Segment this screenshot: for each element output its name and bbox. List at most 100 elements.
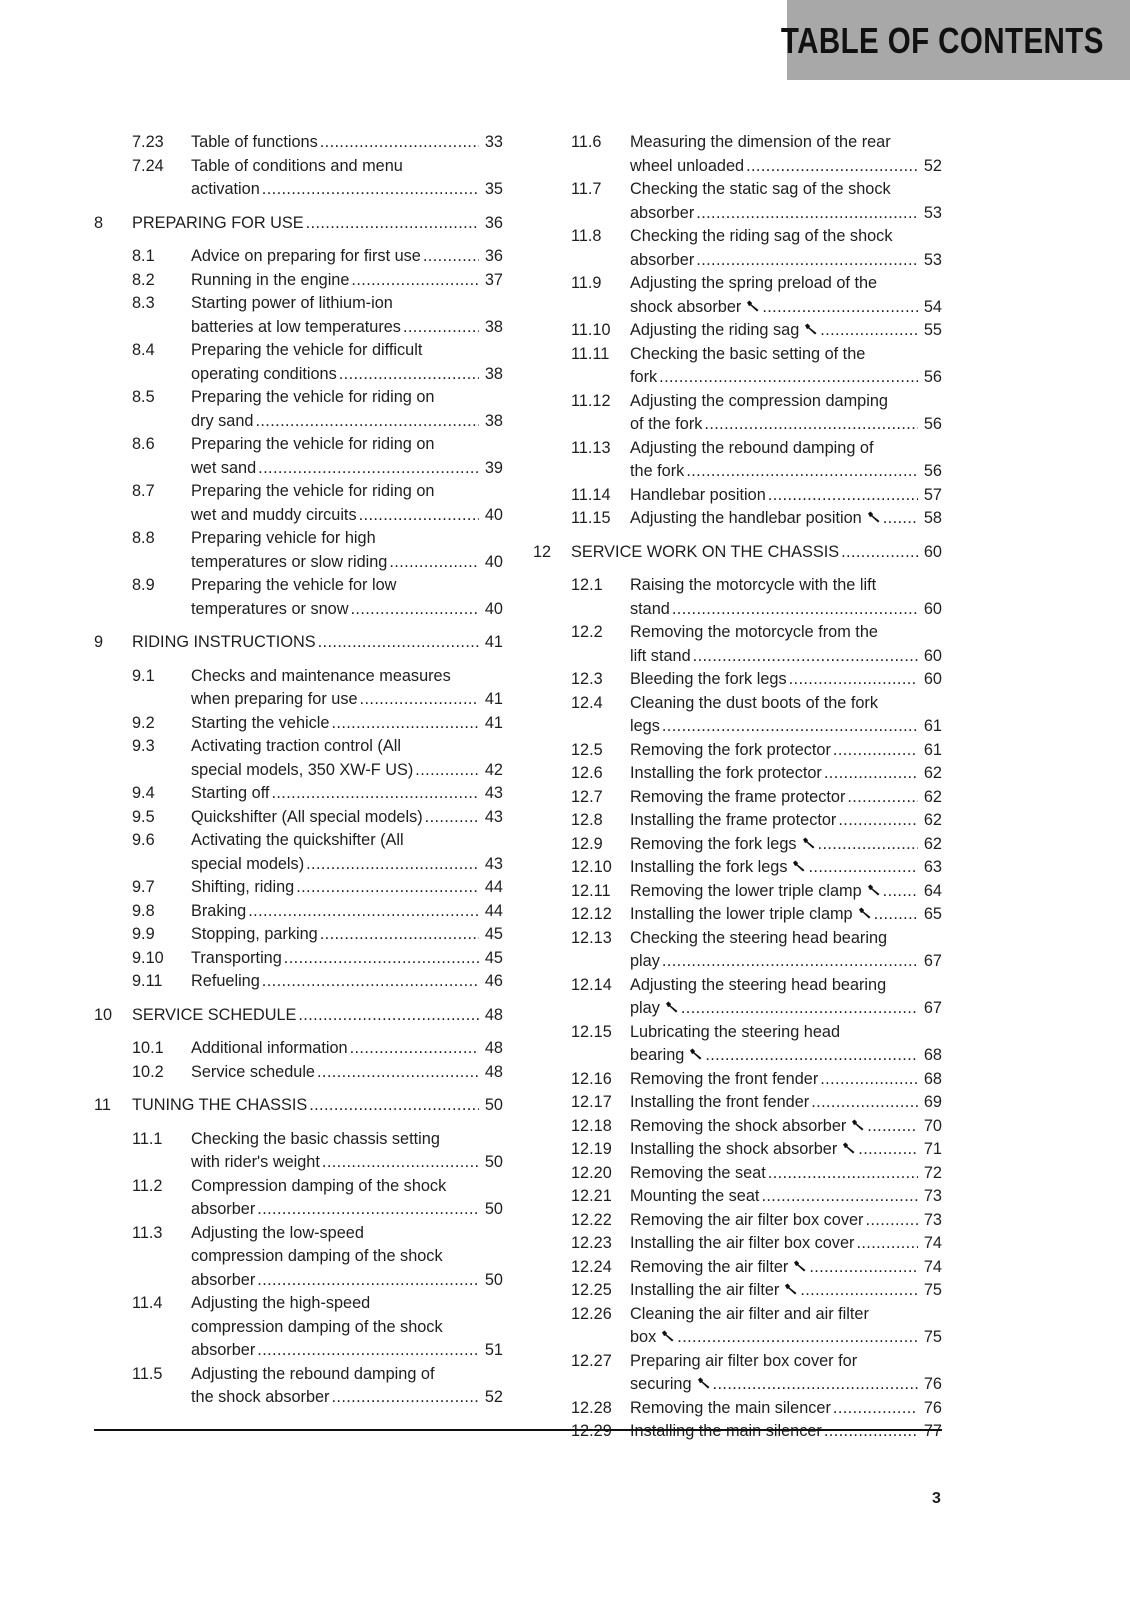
toc-entry[interactable]: 11.11 Checking the basic setting of the fo…	[533, 343, 942, 390]
toc-entry[interactable]: 8.9 Preparing the vehicle for low temperat…	[94, 574, 503, 621]
toc-entry[interactable]: 12.25 Installing the air filter 75	[533, 1279, 942, 1303]
toc-entry[interactable]: 11.9 Adjusting the spring preload of the s…	[533, 272, 942, 319]
section-number: 12.22	[571, 1210, 612, 1229]
section-number: 11.8	[571, 227, 602, 245]
toc-entry[interactable]: 11.7 Checking the static sag of the shock…	[533, 178, 942, 225]
section-number: 8	[94, 213, 104, 232]
entry-title-line: play	[630, 999, 660, 1017]
toc-entry[interactable]: 10.2 Service schedule 48	[94, 1061, 503, 1085]
toc-entry[interactable]: 12.13 Checking the steering head bearing p…	[533, 927, 942, 974]
toc-entry[interactable]: 12.8 Installing the frame protector 62	[533, 809, 942, 833]
toc-entry[interactable]: 8.7 Preparing the vehicle for riding on we…	[94, 480, 503, 527]
toc-entry[interactable]: 12.29 Installing the main silencer 77	[533, 1420, 942, 1444]
toc-entry[interactable]: 12.24 Removing the air filter 74	[533, 1256, 942, 1280]
toc-entry[interactable]: 9.10 Transporting 45	[94, 947, 503, 971]
toc-entry[interactable]: 11.2 Compression damping of the shock abso…	[94, 1175, 503, 1222]
toc-entry[interactable]: 12.26 Cleaning the air filter and air fil…	[533, 1303, 942, 1350]
toc-entry[interactable]: 12.20 Removing the seat 72	[533, 1162, 942, 1186]
toc-entry[interactable]: 12.14 Adjusting the steering head bearing…	[533, 974, 942, 1021]
entry-title-line: Preparing air filter box cover for	[630, 1351, 858, 1370]
toc-entry[interactable]: 11.6 Measuring the dimension of the rear w…	[533, 131, 942, 178]
entry-title-line: Removing the fork protector	[630, 740, 831, 759]
toc-entry[interactable]: 12.22 Removing the air filter box cover 73	[533, 1209, 942, 1233]
toc-entry[interactable]: 12.12 Installing the lower triple clamp 65	[533, 903, 942, 927]
page-ref: 67	[923, 952, 942, 970]
toc-entry[interactable]: 12.28 Removing the main silencer 76	[533, 1397, 942, 1421]
page-number: 3	[932, 1490, 941, 1507]
toc-entry[interactable]: 12.1 Raising the motorcycle with the lift…	[533, 574, 942, 621]
toc-entry[interactable]: 12.27 Preparing air filter box cover for s…	[533, 1350, 942, 1397]
toc-entry[interactable]: 11.3 Adjusting the low-speed compression d…	[94, 1222, 503, 1293]
toc-entry[interactable]: 9.4 Starting off 43	[94, 782, 503, 806]
toc-chapter[interactable]: 11 TUNING THE CHASSIS 50	[94, 1094, 503, 1118]
toc-chapter[interactable]: 12 SERVICE WORK ON THE CHASSIS 60	[533, 541, 942, 565]
toc-entry[interactable]: 11.14 Handlebar position 57	[533, 484, 942, 508]
toc-entry[interactable]: 11.15 Adjusting the handlebar position 58	[533, 507, 942, 531]
entry-title-line: Installing the air filter box cover	[630, 1234, 855, 1252]
toc-entry[interactable]: 12.15 Lubricating the steering head bearin…	[533, 1021, 942, 1068]
toc-entry[interactable]: 8.5 Preparing the vehicle for riding on dr…	[94, 386, 503, 433]
dot-leader	[856, 1232, 918, 1256]
toc-entry[interactable]: 10.1 Additional information 48	[94, 1037, 503, 1061]
toc-entry[interactable]: 9.11 Refueling 46	[94, 970, 503, 994]
toc-entry[interactable]: 7.24 Table of conditions and menu activati…	[94, 155, 503, 202]
section-number: 12.1	[571, 576, 603, 594]
page-ref: 54	[923, 297, 942, 316]
toc-entry[interactable]: 9.2 Starting the vehicle 41	[94, 712, 503, 736]
toc-entry[interactable]: 12.3 Bleeding the fork legs 60	[533, 668, 942, 692]
toc-entry[interactable]: 12.11 Removing the lower triple clamp 64	[533, 880, 942, 904]
toc-entry[interactable]: 12.21 Mounting the seat 73	[533, 1185, 942, 1209]
toc-entry[interactable]: 11.12 Adjusting the compression damping of…	[533, 390, 942, 437]
toc-entry[interactable]: 9.1 Checks and maintenance measures when p…	[94, 665, 503, 712]
toc-entry[interactable]: 9.5 Quickshifter (All special models) 43	[94, 806, 503, 830]
toc-entry[interactable]: 9.7 Shifting, riding 44	[94, 876, 503, 900]
toc-entry[interactable]: 8.8 Preparing vehicle for high temperature…	[94, 527, 503, 574]
entry-title-line: operating conditions	[191, 364, 337, 383]
toc-entry[interactable]: 12.16 Removing the front fender 68	[533, 1068, 942, 1092]
page-ref: 46	[484, 972, 503, 990]
toc-entry[interactable]: 12.18 Removing the shock absorber 70	[533, 1115, 942, 1139]
toc-entry[interactable]: 11.4 Adjusting the high-speed compression …	[94, 1292, 503, 1363]
toc-entry[interactable]: 11.1 Checking the basic chassis setting wi…	[94, 1128, 503, 1175]
section-number: 11.4	[132, 1294, 163, 1312]
page-ref: 51	[484, 1341, 503, 1359]
toc-entry[interactable]: 9.8 Braking 44	[94, 900, 503, 924]
toc-entry[interactable]: 12.23 Installing the air filter box cover…	[533, 1232, 942, 1256]
toc-chapter[interactable]: 8 PREPARING FOR USE 36	[94, 212, 503, 236]
dot-leader	[762, 296, 918, 320]
section-number: 9.2	[132, 713, 155, 732]
toc-entry[interactable]: 9.9 Stopping, parking 45	[94, 923, 503, 947]
toc-entry[interactable]: 12.10 Installing the fork legs 63	[533, 856, 942, 880]
dot-leader	[686, 460, 918, 484]
toc-entry[interactable]: 12.7 Removing the frame protector 62	[533, 786, 942, 810]
toc-chapter[interactable]: 10 SERVICE SCHEDULE 48	[94, 1004, 503, 1028]
entry-title-line: Adjusting the rebound damping of	[630, 438, 874, 457]
toc-entry[interactable]: 12.6 Installing the fork protector 62	[533, 762, 942, 786]
toc-entry[interactable]: 8.3 Starting power of lithium-ion batterie…	[94, 292, 503, 339]
dot-leader	[833, 739, 918, 763]
toc-entry[interactable]: 11.10 Adjusting the riding sag 55	[533, 319, 942, 343]
toc-entry[interactable]: 8.4 Preparing the vehicle for difficult op…	[94, 339, 503, 386]
toc-entry[interactable]: 12.2 Removing the motorcycle from the lift…	[533, 621, 942, 668]
toc-entry[interactable]: 7.23 Table of functions 33	[94, 131, 503, 155]
page-ref: 62	[923, 834, 942, 853]
page-ref: 55	[923, 321, 942, 339]
toc-entry[interactable]: 9.3 Activating traction control (All speci…	[94, 735, 503, 782]
toc-chapter[interactable]: 9 RIDING INSTRUCTIONS 41	[94, 631, 503, 655]
toc-entry[interactable]: 8.1 Advice on preparing for first use 36	[94, 245, 503, 269]
toc-entry[interactable]: 11.13 Adjusting the rebound damping of the…	[533, 437, 942, 484]
entry-title-line: stand	[630, 599, 670, 618]
toc-entry[interactable]: 9.6 Activating the quickshifter (All speci…	[94, 829, 503, 876]
toc-entry[interactable]: 12.19 Installing the shock absorber 71	[533, 1138, 942, 1162]
toc-entry[interactable]: 11.8 Checking the riding sag of the shock…	[533, 225, 942, 272]
toc-entry[interactable]: 8.6 Preparing the vehicle for riding on we…	[94, 433, 503, 480]
toc-entry[interactable]: 8.2 Running in the engine 37	[94, 269, 503, 293]
toc-entry[interactable]: 12.5 Removing the fork protector 61	[533, 739, 942, 763]
toc-entry[interactable]: 12.17 Installing the front fender 69	[533, 1091, 942, 1115]
toc-entry[interactable]: 12.4 Cleaning the dust boots of the fork l…	[533, 692, 942, 739]
toc-entry[interactable]: 11.5 Adjusting the rebound damping of the …	[94, 1363, 503, 1410]
entry-title-line: Installing the frame protector	[630, 811, 837, 829]
toc-entry[interactable]: 12.9 Removing the fork legs 62	[533, 833, 942, 857]
dot-leader	[258, 457, 479, 481]
section-number: 11.2	[132, 1176, 163, 1195]
